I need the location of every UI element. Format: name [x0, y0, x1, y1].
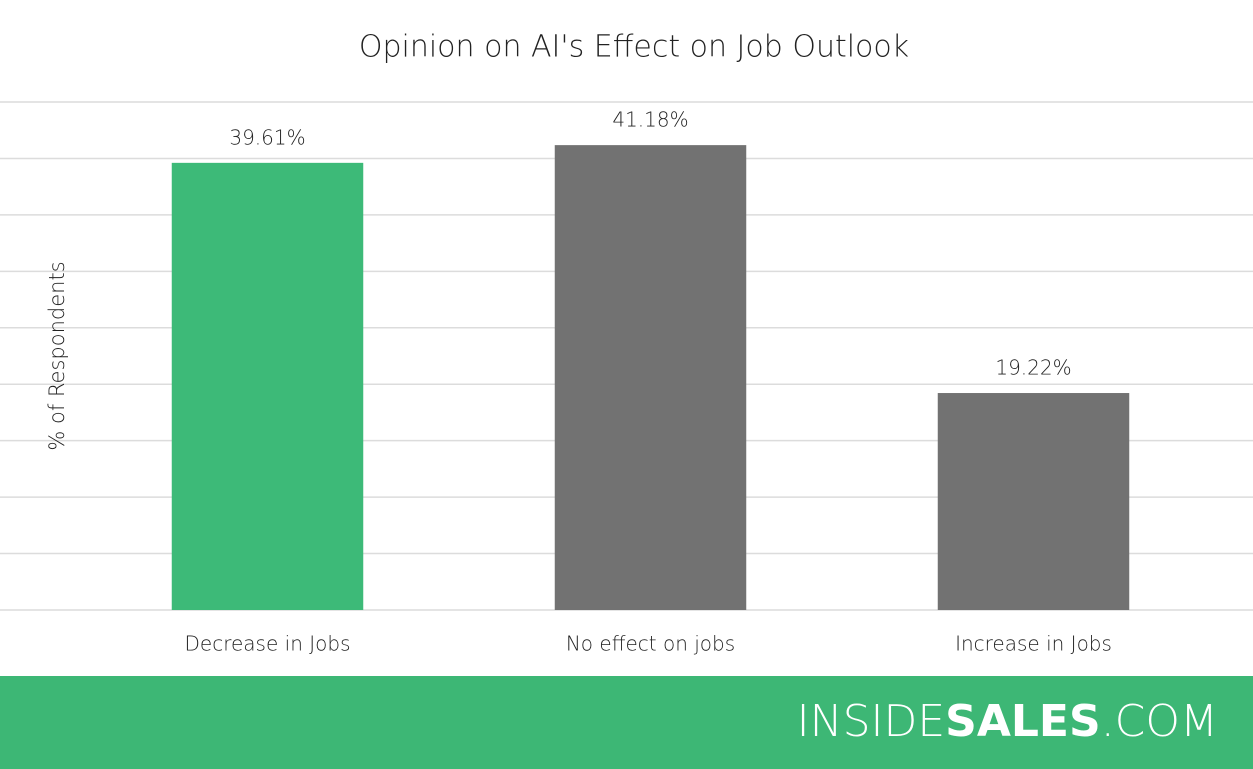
y-axis-label: % of Respondents — [45, 261, 69, 450]
marks — [171, 145, 1130, 611]
bar — [171, 162, 364, 610]
chart-title: Opinion on AI's Effect on Job Outlook — [359, 30, 909, 65]
x-tick-label: Decrease in Jobs — [185, 632, 351, 656]
brand-part: SALES — [945, 696, 1101, 747]
value-label: 39.61% — [229, 125, 305, 149]
brand-logo: INSIDESALES.COM — [797, 696, 1218, 747]
brand-part: INSIDE — [797, 696, 945, 747]
x-tick-label: Increase in Jobs — [955, 632, 1112, 656]
value-label: 41.18% — [612, 108, 688, 132]
footer-band — [0, 676, 1253, 769]
value-label: 19.22% — [995, 356, 1071, 380]
brand-part: .COM — [1101, 696, 1218, 747]
bar — [937, 393, 1130, 610]
x-tick-label: No effect on jobs — [566, 632, 735, 656]
bar — [554, 145, 747, 611]
